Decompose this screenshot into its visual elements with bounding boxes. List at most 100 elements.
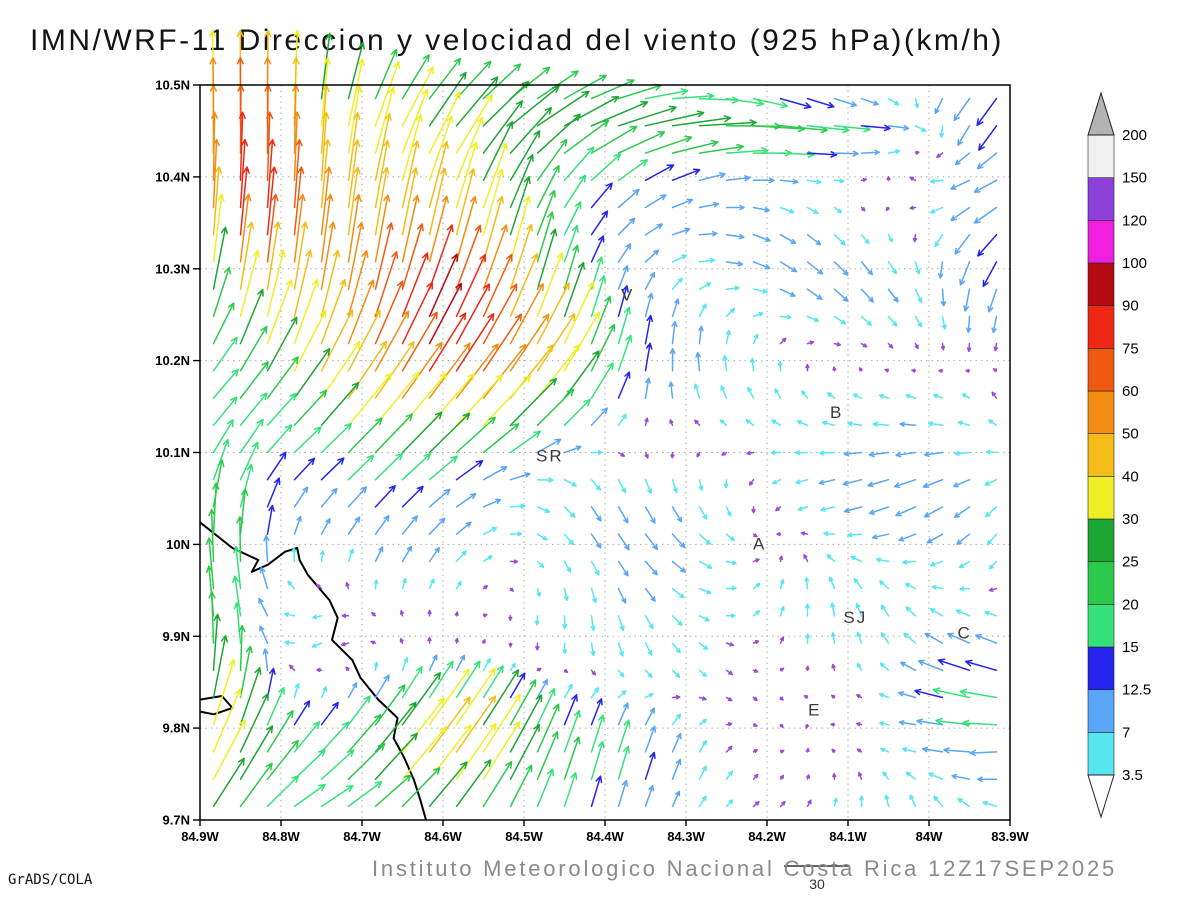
wind-arrow <box>563 683 573 699</box>
wind-arrow <box>914 97 920 109</box>
wind-arrow <box>347 221 365 290</box>
wind-arrow <box>563 445 582 454</box>
wind-arrow <box>320 166 333 236</box>
wind-arrow <box>320 193 334 263</box>
wind-arrow <box>374 222 394 290</box>
wind-arrow <box>973 206 998 224</box>
wind-arrow <box>721 451 728 456</box>
wind-arrow <box>923 451 944 458</box>
wind-arrow <box>644 451 649 459</box>
wind-arrow <box>212 226 228 290</box>
wind-arrow <box>900 661 917 672</box>
wind-arrow <box>803 694 809 699</box>
wind-arrow <box>779 261 798 273</box>
wind-arrow <box>671 713 682 726</box>
wind-arrow <box>914 288 923 304</box>
wind-arrow <box>725 745 733 753</box>
wind-arrow <box>806 233 822 246</box>
institute-footer: Instituto Meteorologico Nacional Costa R… <box>372 856 1118 881</box>
wind-arrow <box>482 466 508 481</box>
wind-arrow <box>374 452 404 481</box>
wind-arrow <box>320 278 347 345</box>
wind-arrow <box>428 668 470 726</box>
wind-arrow <box>644 88 689 100</box>
wind-arrow <box>212 266 231 318</box>
wind-arrow <box>871 533 890 540</box>
wind-arrow <box>401 114 423 182</box>
colorbar-label: 200 <box>1122 127 1147 144</box>
wind-arrow <box>370 640 377 645</box>
wind-arrow <box>698 303 707 318</box>
wind-arrow <box>909 176 917 182</box>
wind-arrow <box>239 418 264 454</box>
wind-arrow <box>875 557 890 563</box>
colorbar-label: 120 <box>1122 212 1147 229</box>
wind-arrow <box>936 152 944 158</box>
wind-arrow <box>374 701 417 753</box>
wind-arrow <box>212 688 242 753</box>
wind-arrow <box>859 795 864 808</box>
wind-arrow <box>847 421 863 427</box>
wind-arrow <box>963 288 971 312</box>
wind-arrow <box>266 686 285 726</box>
wind-arrow <box>509 430 541 454</box>
wind-arrow <box>961 719 998 727</box>
wind-arrow <box>805 603 810 617</box>
wind-arrow <box>239 288 264 345</box>
wind-arrow <box>293 221 309 290</box>
wind-arrow <box>374 139 391 209</box>
wind-arrow <box>926 533 944 544</box>
wind-arrow <box>233 546 242 590</box>
wind-arrow <box>868 451 890 458</box>
wind-arrow <box>347 486 368 508</box>
wind-arrow <box>373 579 379 590</box>
wind-arrow <box>911 368 917 373</box>
wind-arrow <box>347 193 362 263</box>
wind-arrow <box>902 559 917 565</box>
wind-arrow <box>401 140 420 209</box>
wind-arrow <box>988 419 998 427</box>
wind-arrow <box>922 478 944 489</box>
wind-arrow <box>779 206 795 214</box>
wind-arrow <box>482 555 493 563</box>
wind-arrow <box>898 720 917 726</box>
colorbar-segment <box>1087 561 1115 605</box>
wind-arrow <box>482 526 498 535</box>
wind-arrow <box>239 463 254 508</box>
wind-arrow <box>266 356 299 399</box>
wind-arrow <box>747 386 755 399</box>
wind-arrow <box>536 438 562 454</box>
wind-arrow <box>482 121 513 182</box>
wind-arrow <box>320 221 336 290</box>
wind-arrow <box>957 125 971 146</box>
wind-arrow <box>617 642 624 657</box>
wind-arrow <box>454 637 459 644</box>
wind-arrow <box>455 521 472 535</box>
wind-arrow <box>698 172 726 182</box>
wind-arrow <box>212 368 239 399</box>
wind-arrow <box>482 63 522 100</box>
wind-arrow <box>233 602 242 644</box>
wind-arrow <box>536 90 590 127</box>
wind-arrow <box>347 682 358 699</box>
wind-arrow <box>236 516 244 563</box>
wind-arrow <box>590 587 598 604</box>
wind-arrow <box>880 604 890 617</box>
wind-arrow <box>239 725 274 780</box>
wind-arrow <box>818 478 836 485</box>
wind-arrow <box>320 381 360 427</box>
wind-arrow <box>563 478 577 487</box>
wind-arrow <box>804 576 810 590</box>
wind-arrow <box>617 615 625 632</box>
wind-arrow <box>794 450 809 456</box>
wind-arrow <box>914 342 919 350</box>
wind-arrow <box>806 799 812 808</box>
wind-arrow <box>266 477 281 508</box>
wind-arrow <box>320 111 330 182</box>
wind-arrow <box>914 315 922 328</box>
wind-arrow <box>232 575 242 617</box>
wind-arrow <box>590 210 609 236</box>
wind-arrow <box>617 669 625 678</box>
wind-arrow <box>964 659 998 672</box>
